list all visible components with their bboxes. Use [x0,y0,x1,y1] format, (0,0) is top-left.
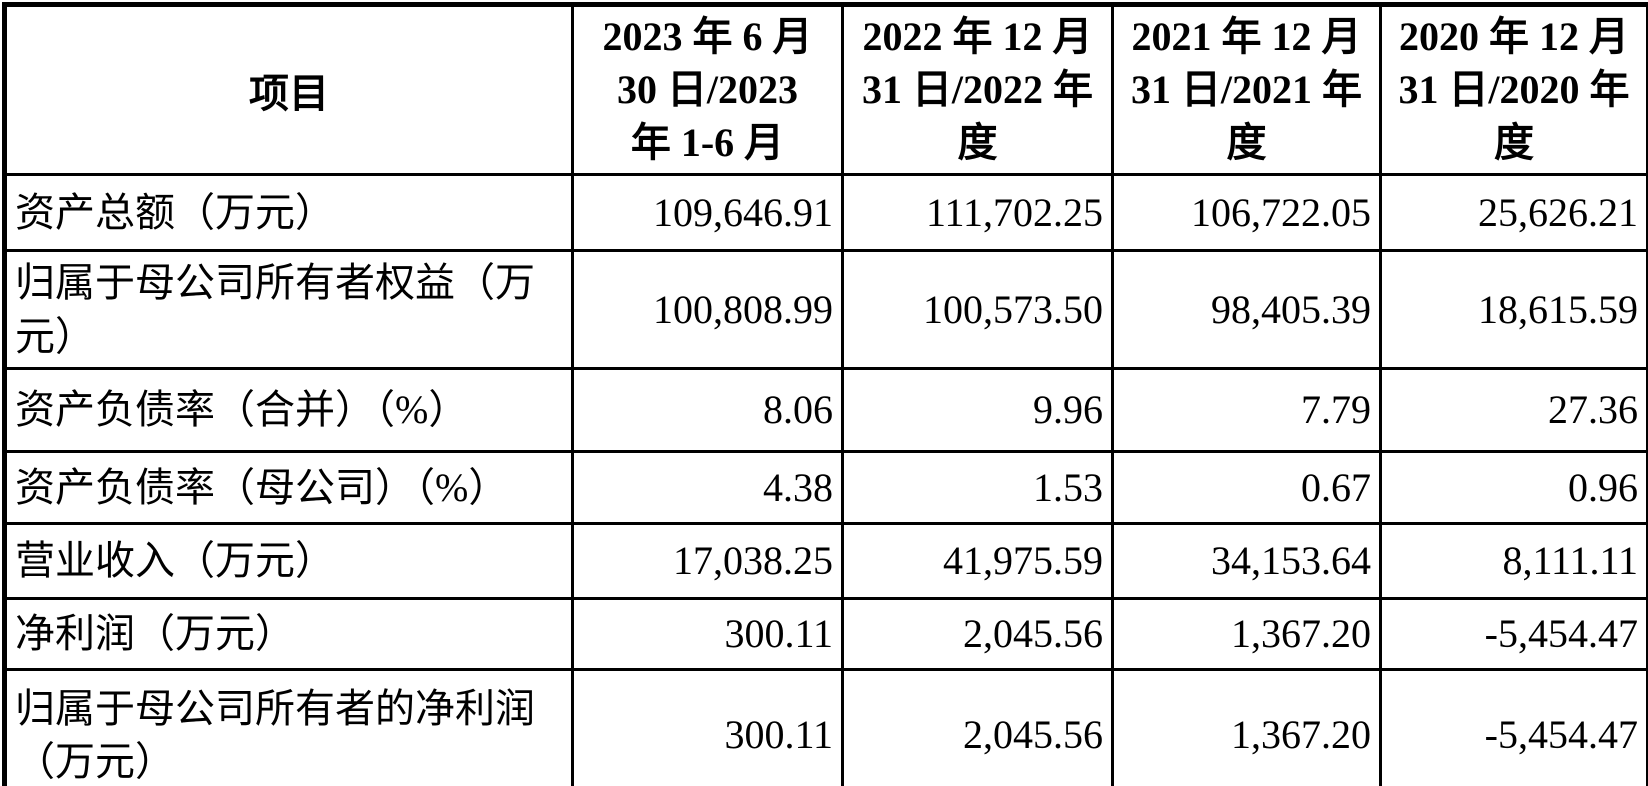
row-label: 资产负债率（合并）（%） [3,366,574,453]
column-header-period-2020: 2020 年 12 月 31 日/2020 年 度 [1379,2,1648,177]
header-line: 30 日/2023 [616,66,799,112]
cell-value: 18,615.59 [1379,249,1648,370]
row-label: 营业收入（万元） [3,521,574,600]
header-line: 2021 年 12 月 [1131,14,1362,59]
table-row-net-profit: 净利润（万元） 300.11 2,045.56 1,367.20 -5,454.… [3,596,1648,671]
cell-value: 8,111.11 [1379,521,1648,600]
column-header-period-2023: 2023 年 6 月 30 日/2023 年 1-6 月 [571,2,844,177]
row-label: 资产总额（万元） [3,173,574,253]
header-line: 2022 年 12 月 [862,14,1093,59]
header-line: 度 [957,119,998,165]
table-row-net-profit-parent: 归属于母公司所有者的净利润（万元） 300.11 2,045.56 1,367.… [3,667,1648,786]
header-line: 31 日/2022 年 [861,66,1094,112]
table-row-total-assets: 资产总额（万元） 109,646.91 111,702.25 106,722.0… [3,173,1648,253]
cell-value: 8.06 [571,366,844,453]
header-line: 2023 年 6 月 [602,14,813,59]
cell-value: 1,367.20 [1111,596,1382,671]
table-row-debt-ratio-consolidated: 资产负债率（合并）（%） 8.06 9.96 7.79 27.36 [3,366,1648,453]
header-line: 度 [1226,119,1267,165]
table-row-debt-ratio-parent: 资产负债率（母公司）（%） 4.38 1.53 0.67 0.96 [3,449,1648,525]
cell-value: 0.67 [1111,449,1382,525]
cell-value: 100,573.50 [841,249,1114,370]
header-line: 年 1-6 月 [630,119,785,165]
cell-value: -5,454.47 [1379,596,1648,671]
row-label: 归属于母公司所有者权益（万元） [3,249,574,370]
cell-value: 1.53 [841,449,1114,525]
cell-value: 27.36 [1379,366,1648,453]
cell-value: 2,045.56 [841,596,1114,671]
cell-value: 300.11 [571,596,844,671]
header-line: 31 日/2020 年 [1398,66,1630,112]
header-line: 31 日/2021 年 [1130,66,1363,112]
cell-value: 9.96 [841,366,1114,453]
row-label: 归属于母公司所有者的净利润（万元） [3,667,574,786]
cell-value: 25,626.21 [1379,173,1648,253]
table-row-operating-revenue: 营业收入（万元） 17,038.25 41,975.59 34,153.64 8… [3,521,1648,600]
header-line: 度 [1494,119,1534,165]
cell-value: 98,405.39 [1111,249,1382,370]
cell-value: 1,367.20 [1111,667,1382,786]
header-line: 2020 年 12 月 [1399,14,1629,59]
cell-value: 2,045.56 [841,667,1114,786]
cell-value: -5,454.47 [1379,667,1648,786]
cell-value: 7.79 [1111,366,1382,453]
cell-value: 17,038.25 [571,521,844,600]
cell-value: 0.96 [1379,449,1648,525]
cell-value: 106,722.05 [1111,173,1382,253]
cell-value: 300.11 [571,667,844,786]
cell-value: 109,646.91 [571,173,844,253]
column-header-period-2021: 2021 年 12 月 31 日/2021 年 度 [1111,2,1382,177]
column-header-item: 项目 [3,2,574,177]
header-row: 项目 2023 年 6 月 30 日/2023 年 1-6 月 2022 年 1… [3,2,1648,177]
cell-value: 100,808.99 [571,249,844,370]
cell-value: 4.38 [571,449,844,525]
column-header-period-2022: 2022 年 12 月 31 日/2022 年 度 [841,2,1114,177]
cell-value: 34,153.64 [1111,521,1382,600]
row-label: 净利润（万元） [3,596,574,671]
cell-value: 111,702.25 [841,173,1114,253]
row-label: 资产负债率（母公司）（%） [3,449,574,525]
table-row-parent-equity: 归属于母公司所有者权益（万元） 100,808.99 100,573.50 98… [3,249,1648,370]
cell-value: 41,975.59 [841,521,1114,600]
